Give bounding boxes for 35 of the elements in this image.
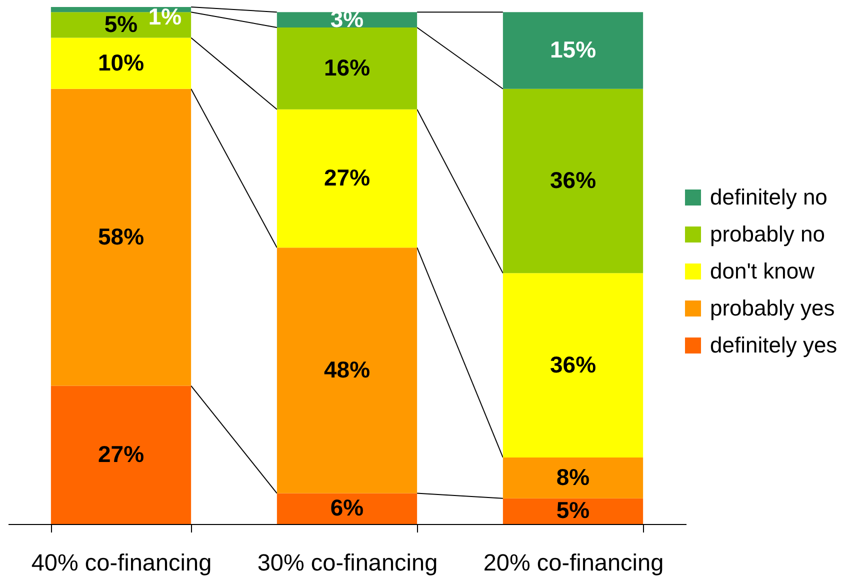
data-label: 58%	[98, 223, 144, 250]
x-tick-label: 40% co-financing	[31, 550, 212, 576]
data-label: 5%	[104, 10, 138, 37]
bar	[50, 38, 192, 89]
bar	[50, 386, 192, 524]
data-label: 6%	[330, 494, 364, 521]
bar	[502, 273, 644, 458]
data-label: 27%	[98, 440, 144, 467]
data-label: 27%	[324, 164, 370, 190]
x-tick-label: 30% co-financing	[257, 550, 438, 576]
data-label: 3%	[330, 6, 364, 32]
x-tick-label: 20% co-financing	[483, 550, 664, 576]
data-label: 15%	[550, 36, 596, 63]
bar	[502, 88, 644, 274]
data-label: 8%	[556, 464, 590, 490]
legend-label: probably no	[710, 222, 825, 246]
bar	[50, 88, 192, 386]
bar	[276, 248, 418, 494]
data-label: 16%	[324, 54, 370, 80]
bar	[276, 493, 418, 524]
data-label: 36%	[550, 351, 596, 378]
legend-label: probably yes	[710, 296, 835, 320]
data-label: 48%	[324, 356, 370, 382]
bar	[502, 457, 644, 498]
data-label: 36%	[550, 167, 596, 194]
data-label: 10%	[98, 49, 144, 76]
bar	[276, 27, 418, 110]
data-label: 1%	[148, 4, 182, 30]
bar	[502, 498, 644, 524]
legend-label: don't know	[710, 258, 815, 284]
bar	[276, 109, 418, 248]
legend-label: definitely yes	[710, 332, 838, 358]
data-label: 5%	[556, 497, 590, 524]
legend-label: definitely no	[710, 184, 828, 210]
bar	[502, 12, 644, 89]
